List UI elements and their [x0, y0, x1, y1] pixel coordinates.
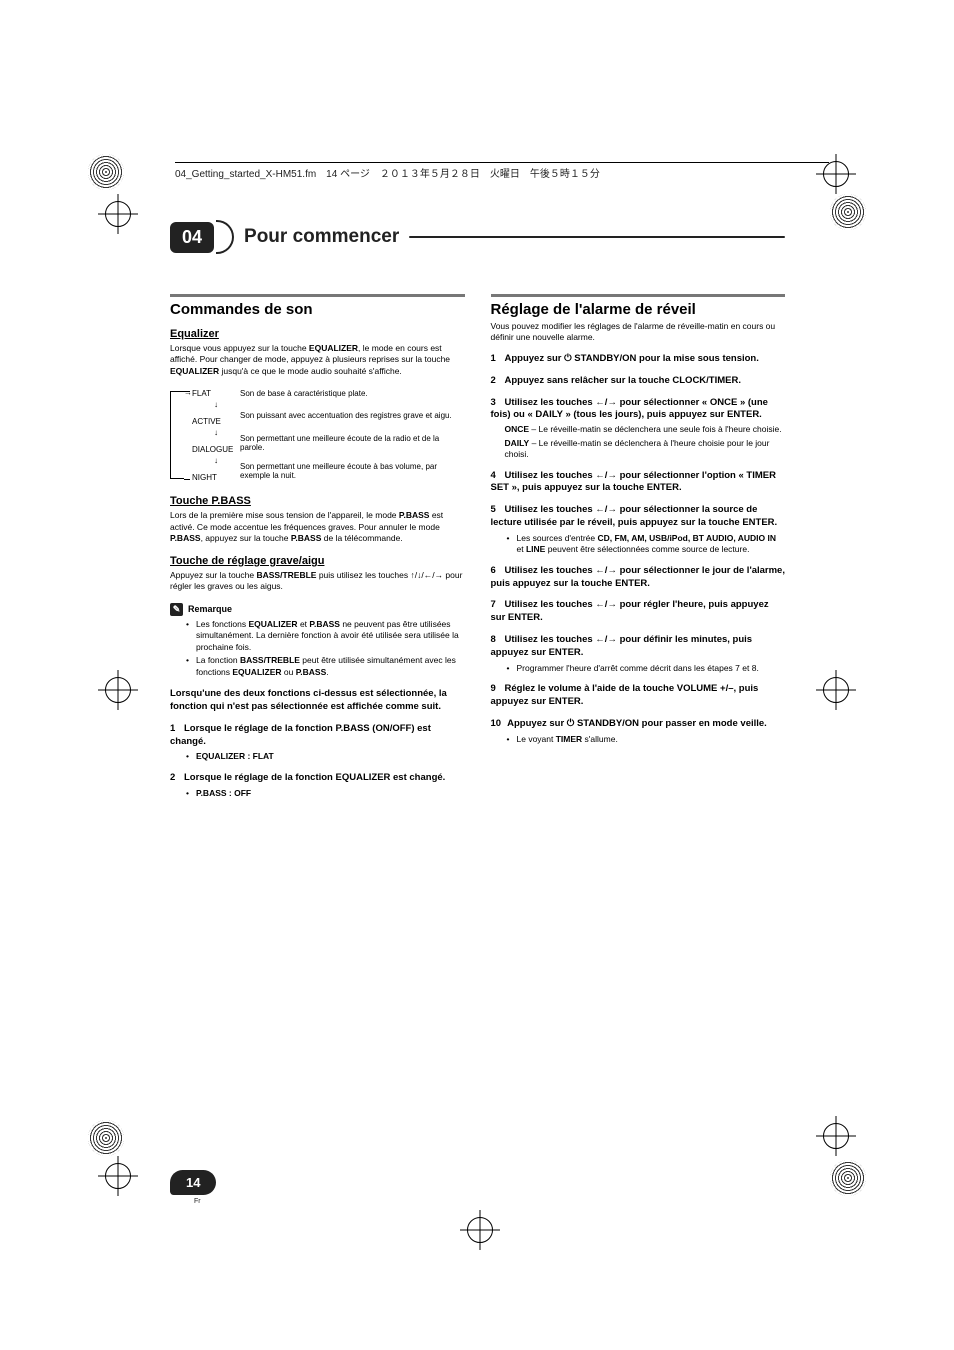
alarm-step-2: 2Appuyez sans relâcher sur la touche CLO…	[491, 375, 786, 388]
running-head-text: 04_Getting_started_X-HM51.fm 14 ページ ２０１３…	[175, 169, 600, 180]
alarm-step-5-detail: Les sources d'entrée CD, FM, AM, USB/iPo…	[507, 533, 786, 556]
note-item: La fonction BASS/TREBLE peut être utilis…	[186, 655, 465, 678]
chapter-decor-icon	[216, 220, 234, 254]
alarm-step-3: 3Utilisez les touches ←/→ pour sélection…	[491, 397, 786, 423]
heading-pbass: Touche P.BASS	[170, 495, 465, 507]
crop-mark-icon	[460, 1210, 500, 1250]
chapter-title: Pour commencer	[244, 226, 399, 248]
note-header: ✎ Remarque	[170, 603, 465, 616]
note-icon: ✎	[170, 603, 183, 616]
page-lang: Fr	[194, 1198, 201, 1205]
section-alarm: Réglage de l'alarme de réveil	[491, 294, 786, 318]
note-list: Les fonctions EQUALIZER et P.BASS ne peu…	[186, 619, 465, 678]
crop-mark-icon	[830, 1160, 866, 1196]
alarm-step-10: 10 Appuyez sur ⏻ STANDBY/ON pour passer …	[491, 718, 786, 731]
alarm-step-3-daily: DAILY – Le réveille-matin se déclenchera…	[505, 438, 786, 461]
alarm-step-1: 1Appuyez sur ⏻ STANDBY/ON pour la mise s…	[491, 353, 786, 366]
heading-equalizer: Equalizer	[170, 328, 465, 340]
eq-desc-night: Son permettant une meilleure écoute à ba…	[240, 457, 465, 485]
chapter-number: 04	[170, 222, 214, 253]
eq-desc-dialogue: Son permettant une meilleure écoute de l…	[240, 429, 465, 457]
chapter-rule	[409, 236, 785, 238]
alarm-step-8-detail: Programmer l'heure d'arrêt comme décrit …	[507, 663, 786, 674]
crop-mark-icon	[98, 1156, 138, 1196]
equalizer-intro: Lorsque vous appuyez sur la touche EQUAL…	[170, 343, 465, 377]
step-1: 1Lorsque le réglage de la fonction P.BAS…	[170, 723, 465, 749]
crop-mark-icon	[98, 194, 138, 234]
step-2-detail: P.BASS : OFF	[186, 788, 465, 799]
eq-desc-active: Son puissant avec accentuation des regis…	[240, 401, 465, 429]
note-item: Les fonctions EQUALIZER et P.BASS ne peu…	[186, 619, 465, 653]
heading-basstreble: Touche de réglage grave/aigu	[170, 555, 465, 567]
alarm-intro: Vous pouvez modifier les réglages de l'a…	[491, 321, 786, 344]
alarm-step-3-once: ONCE – Le réveille-matin se déclenchera …	[505, 424, 786, 435]
running-head: 04_Getting_started_X-HM51.fm 14 ページ ２０１３…	[175, 162, 829, 180]
crop-mark-icon	[98, 670, 138, 710]
section-sound: Commandes de son	[170, 294, 465, 318]
alarm-step-10-detail: Le voyant TIMER s'allume.	[507, 734, 786, 745]
crop-mark-icon	[830, 194, 866, 230]
alarm-step-7: 7Utilisez les touches ←/→ pour régler l'…	[491, 599, 786, 625]
crop-mark-icon	[816, 1116, 856, 1156]
crop-mark-icon	[88, 1120, 124, 1156]
selection-heading: Lorsqu'une des deux fonctions ci-dessus …	[170, 688, 465, 714]
equalizer-mode-diagram: → FLAT ↓ ACTIVE ↓ DIALOGUE ↓ NIGHT Son d…	[170, 385, 465, 485]
alarm-step-4: 4Utilisez les touches ←/→ pour sélection…	[491, 470, 786, 496]
heading-alarm: Réglage de l'alarme de réveil	[491, 301, 786, 318]
page-content: 04 Pour commencer Commandes de son Equal…	[170, 220, 785, 1135]
basstreble-text: Appuyez sur la touche BASS/TREBLE puis u…	[170, 570, 465, 593]
chapter-header: 04 Pour commencer	[170, 220, 785, 254]
eq-desc-flat: Son de base à caractéristique plate.	[240, 385, 465, 401]
step-1-detail: EQUALIZER : FLAT	[186, 751, 465, 762]
left-column: Commandes de son Equalizer Lorsque vous …	[170, 276, 465, 799]
pbass-text: Lors de la première mise sous tension de…	[170, 510, 465, 544]
alarm-step-8: 8Utilisez les touches ←/→ pour définir l…	[491, 634, 786, 660]
note-label: Remarque	[188, 604, 232, 614]
heading-sound: Commandes de son	[170, 301, 465, 318]
crop-mark-icon	[88, 154, 124, 190]
step-2: 2Lorsque le réglage de la fonction EQUAL…	[170, 772, 465, 785]
alarm-step-6: 6Utilisez les touches ←/→ pour sélection…	[491, 565, 786, 591]
alarm-step-9: 9Réglez le volume à l'aide de la touche …	[491, 683, 786, 709]
alarm-step-5: 5Utilisez les touches ←/→ pour sélection…	[491, 504, 786, 530]
crop-mark-icon	[816, 670, 856, 710]
page-number-badge: 14	[170, 1170, 216, 1195]
right-column: Réglage de l'alarme de réveil Vous pouve…	[491, 276, 786, 799]
